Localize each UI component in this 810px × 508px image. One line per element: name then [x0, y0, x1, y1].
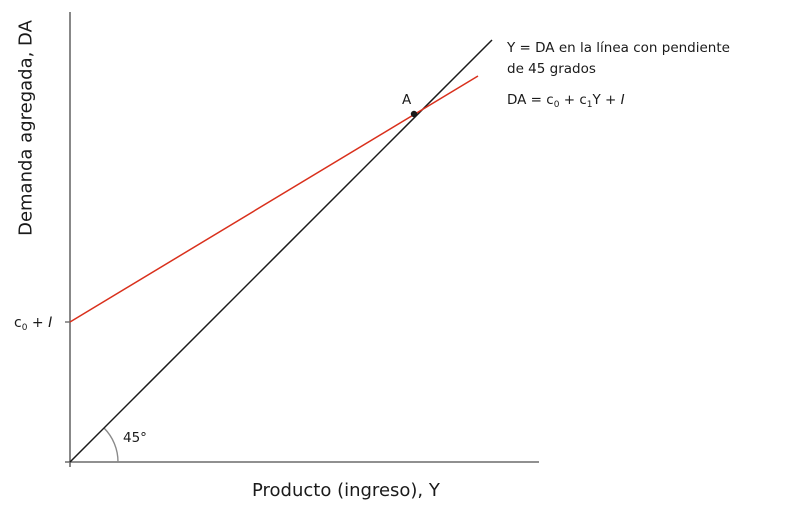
da-label-sub1: 1	[586, 100, 593, 110]
da-line-label: DA = c0 + c1Y + I	[507, 90, 625, 116]
intercept-plus: +	[27, 315, 49, 331]
x-axis-title: Producto (ingreso), Y	[252, 480, 440, 501]
angle-label: 45°	[123, 430, 147, 446]
line-45-degree	[69, 39, 493, 463]
da-label-mid: + c	[559, 92, 587, 108]
line-45-label-line1: Y = DA en la línea con pendiente	[507, 40, 730, 56]
intercept-i: I	[48, 315, 53, 331]
angle-arc	[103, 427, 119, 463]
point-a-marker	[410, 110, 418, 118]
y-axis-title: Demanda agregada, DA	[15, 20, 37, 236]
da-label-sub0: 0	[553, 100, 560, 110]
intercept-c: c	[14, 315, 22, 331]
da-label-i: I	[620, 92, 625, 108]
intercept-label: c0 + I	[14, 313, 52, 339]
da-label-y: Y +	[592, 92, 621, 108]
point-a-label: A	[402, 92, 412, 108]
da-label-text: DA = c	[507, 92, 554, 108]
line-45-label: Y = DA en la línea con pendiente de 45 g…	[507, 38, 730, 80]
line-45-label-line2: de 45 grados	[507, 61, 596, 77]
intercept-sub: 0	[21, 323, 28, 333]
da-line	[69, 75, 479, 323]
